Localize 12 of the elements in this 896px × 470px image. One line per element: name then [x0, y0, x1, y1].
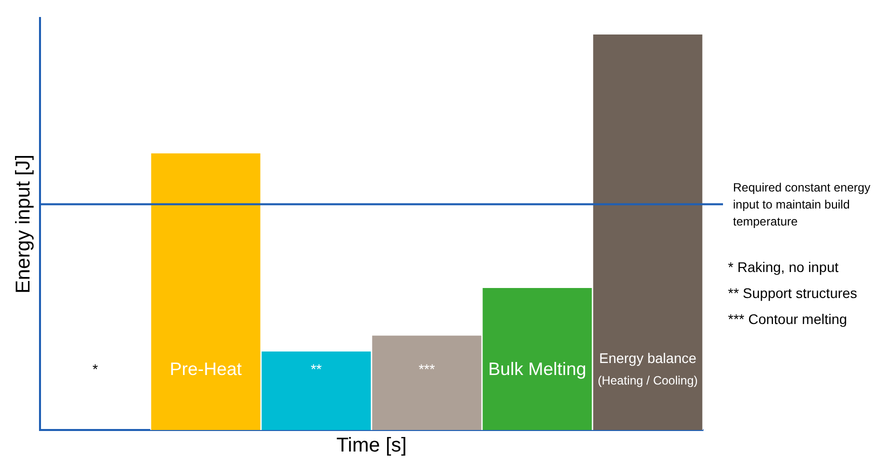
- ref-line-label: Required constant energy input to maintain build temperature: [733, 180, 870, 229]
- x-tick-label: ***: [418, 360, 436, 377]
- text: * Raking, no input: [728, 258, 839, 275]
- x-tick-label: Energy balance (Heating / Cooling): [598, 350, 698, 388]
- x-axis-title: Time [s]: [336, 434, 407, 457]
- y-axis-title: Energy input [J]: [12, 154, 35, 294]
- x-tick-label: Pre-Heat: [170, 358, 242, 379]
- x-tick-label: Bulk Melting: [488, 358, 586, 379]
- text: *** Contour melting: [728, 310, 848, 327]
- x-tick-label: **: [310, 360, 322, 377]
- x-tick-label: *: [92, 360, 99, 377]
- text: ** Support structures: [728, 284, 858, 301]
